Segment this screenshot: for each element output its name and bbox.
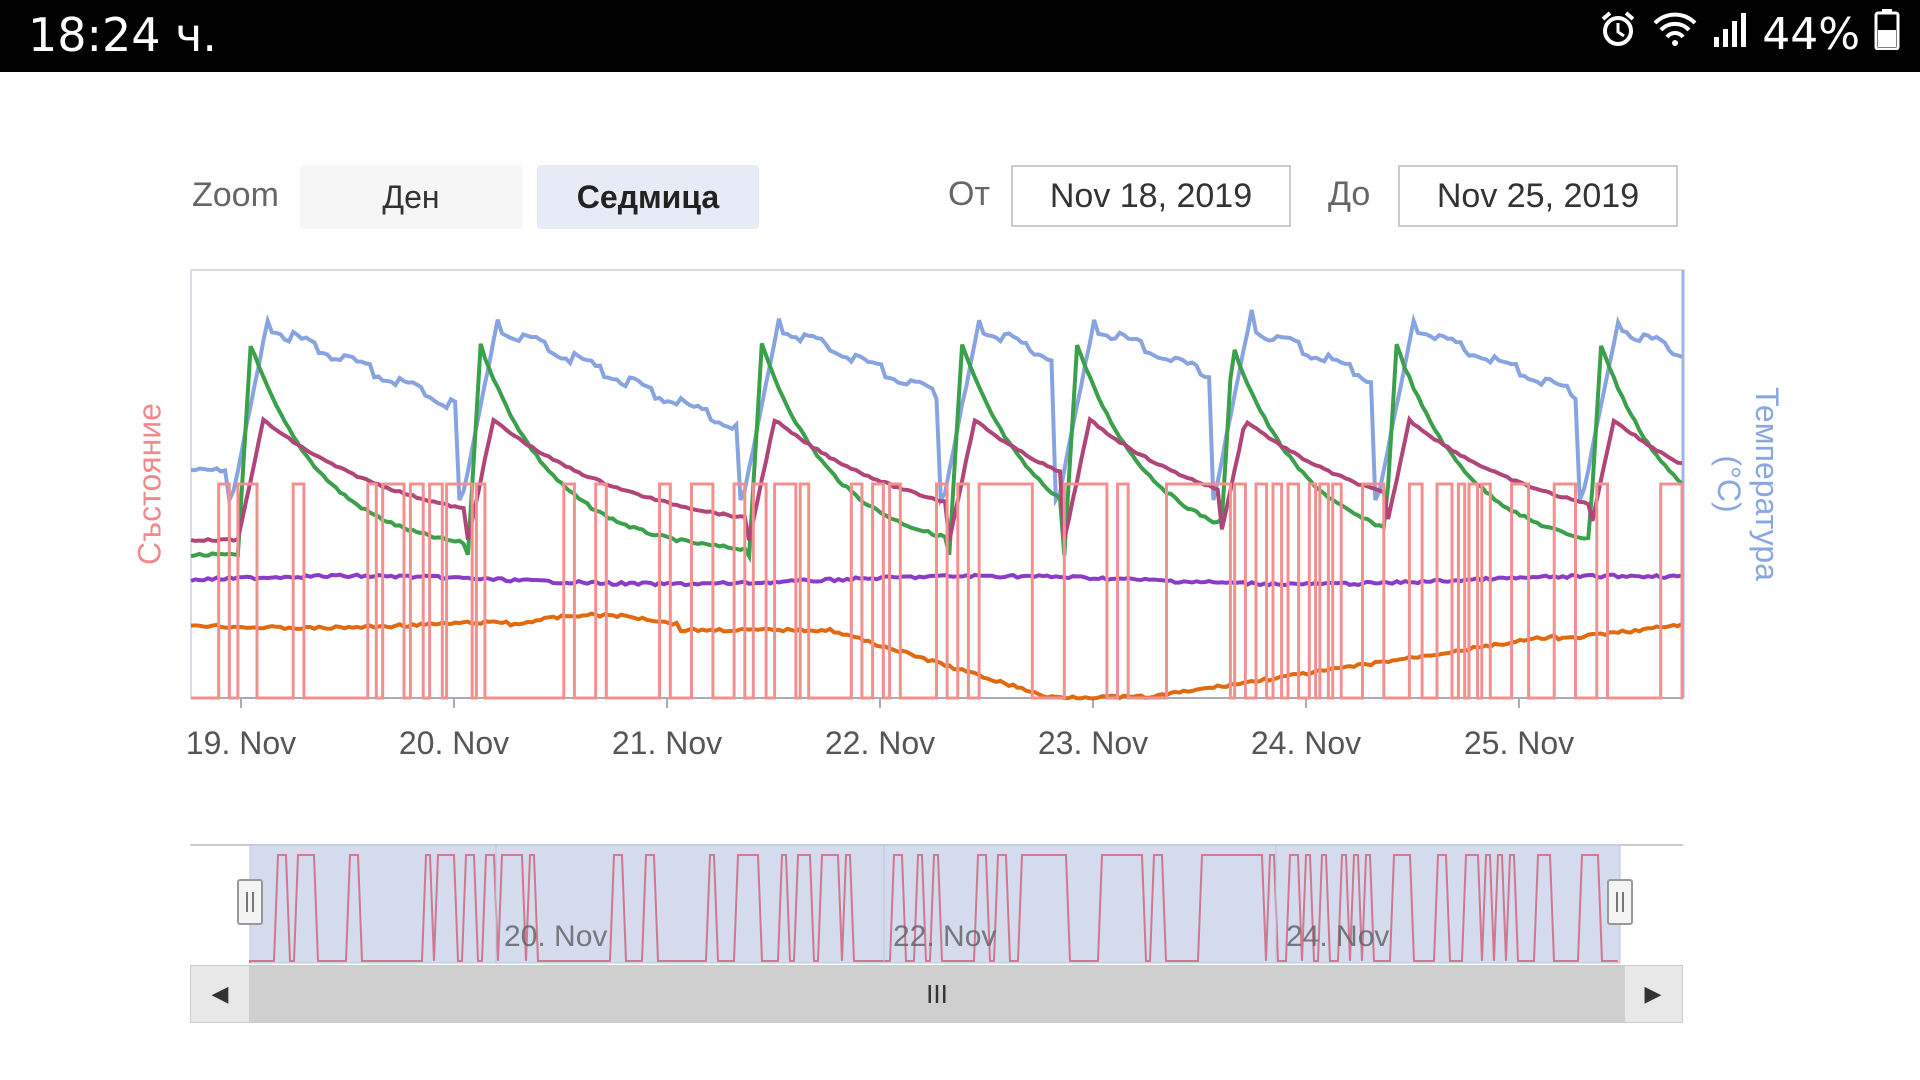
from-date-input[interactable]: Nov 18, 2019 — [1011, 165, 1291, 227]
status-time: 18:24 ч. — [28, 8, 217, 62]
navigator-tick-label: 24. Nov — [1286, 920, 1390, 953]
to-label: До — [1328, 175, 1371, 213]
zoom-label: Zoom — [192, 176, 279, 214]
x-tick-label: 23. Nov — [1037, 725, 1149, 761]
status-icons: 44% — [1598, 8, 1900, 61]
status-bar: 18:24 ч. 44% — [0, 0, 1920, 72]
day-zoom-button[interactable]: Ден — [300, 165, 522, 229]
from-label: От — [948, 175, 991, 213]
battery-percent: 44% — [1762, 9, 1860, 60]
week-zoom-button[interactable]: Седмица — [537, 165, 759, 229]
navigator-left-handle[interactable] — [237, 879, 263, 925]
scroll-left-button[interactable]: ◀ — [211, 981, 229, 1006]
series-line-1 — [190, 309, 1683, 508]
navigator-right-handle[interactable] — [1607, 879, 1633, 925]
signal-icon — [1712, 9, 1748, 60]
x-tick-label: 24. Nov — [1250, 725, 1362, 761]
navigator-tick-label: 20. Nov — [504, 920, 608, 953]
battery-icon — [1874, 8, 1900, 61]
scroll-right-button[interactable]: ▶ — [1644, 981, 1662, 1006]
navigator-scrollbar[interactable]: ◀ III ▶ — [190, 965, 1683, 1023]
navigator-line — [249, 854, 1618, 963]
to-date-input[interactable]: Nov 25, 2019 — [1398, 165, 1678, 227]
x-tick-label: 20. Nov — [398, 725, 510, 761]
x-tick-label: 19. Nov — [185, 725, 297, 761]
wifi-icon — [1652, 9, 1698, 60]
alarm-icon — [1598, 9, 1638, 60]
x-tick-label: 21. Nov — [611, 725, 723, 761]
scroll-thumb[interactable]: III — [249, 966, 1625, 1022]
navigator-tick-label: 22. Nov — [893, 920, 997, 953]
x-tick-label: 25. Nov — [1463, 725, 1575, 761]
x-tick-label: 22. Nov — [824, 725, 936, 761]
series-line-state — [191, 482, 1684, 700]
